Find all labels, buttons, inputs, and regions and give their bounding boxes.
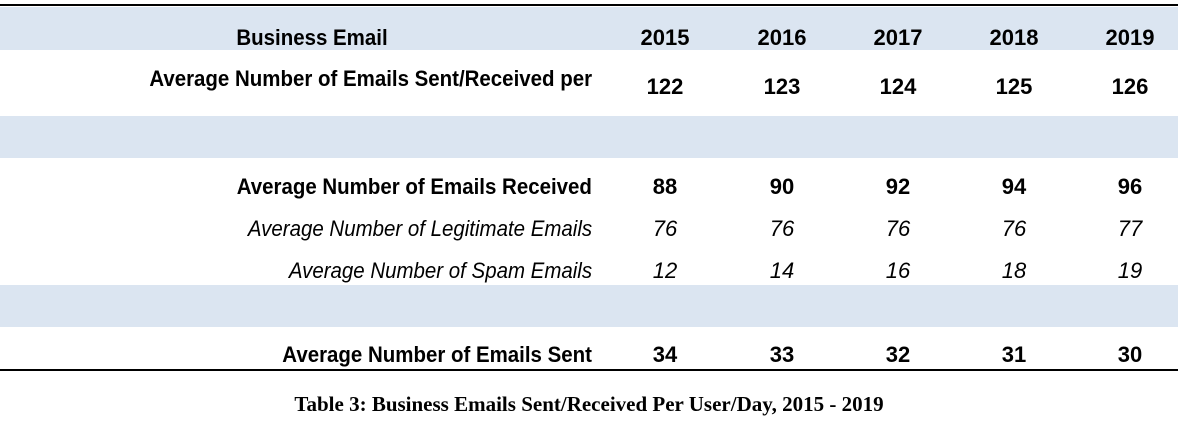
year-header: 2015 (640, 25, 690, 50)
cell: 12 (652, 258, 678, 283)
year-header: 2016 (757, 25, 807, 50)
cell: 18 (1001, 258, 1027, 283)
cell: 124 (879, 74, 917, 99)
cell: 90 (769, 174, 795, 199)
cell: 123 (763, 74, 801, 99)
cell: 96 (1117, 174, 1143, 199)
table-row: Average Number of Spam Emails 12 14 16 1… (0, 258, 1178, 288)
year-header: 2019 (1105, 25, 1155, 50)
table-row: Average Number of Emails Sent 34 33 32 3… (0, 342, 1178, 372)
header-label: Business Email (236, 25, 388, 50)
spacer-band (0, 285, 1178, 327)
cell: 14 (769, 258, 795, 283)
cell: 19 (1117, 258, 1143, 283)
header-band (0, 7, 1178, 50)
cell: 76 (885, 216, 911, 241)
table-bottom-rule (0, 369, 1178, 371)
cell: 122 (646, 74, 684, 99)
row-label: Average Number of Legitimate Emails (247, 216, 592, 241)
table-row: Average Number of Emails Received 88 90 … (0, 174, 1178, 204)
cell: 76 (769, 216, 795, 241)
table-top-rule (0, 4, 1178, 6)
cell: 125 (995, 74, 1033, 99)
row-label: Average Number of Emails Sent (282, 342, 592, 367)
cell: 92 (885, 174, 911, 199)
year-header: 2017 (873, 25, 923, 50)
cell: 30 (1117, 342, 1143, 367)
cell: 77 (1117, 216, 1143, 241)
row-label: Average Number of Emails Received (236, 174, 592, 199)
table-row: Average Number of Legitimate Emails 76 7… (0, 216, 1178, 246)
cell: 32 (885, 342, 911, 367)
table-row: Average Number of Emails Sent/Received p… (0, 66, 1178, 99)
cell: 76 (1001, 216, 1027, 241)
cell: 34 (652, 342, 678, 367)
cell: 126 (1111, 74, 1149, 99)
year-header: 2018 (989, 25, 1039, 50)
cell: 16 (885, 258, 911, 283)
header-row: Business Email 2015 2016 2017 2018 2019 (0, 25, 1178, 55)
cell: 76 (652, 216, 678, 241)
cell: 88 (652, 174, 678, 199)
cell: 31 (1001, 342, 1027, 367)
row-label: Average Number of Spam Emails (288, 258, 592, 283)
table-caption: Table 3: Business Emails Sent/Received P… (294, 392, 884, 416)
cell: 94 (1001, 174, 1027, 199)
cell: 33 (769, 342, 795, 367)
spacer-band (0, 116, 1178, 158)
row-label: Average Number of Emails Sent/Received p… (149, 66, 592, 91)
